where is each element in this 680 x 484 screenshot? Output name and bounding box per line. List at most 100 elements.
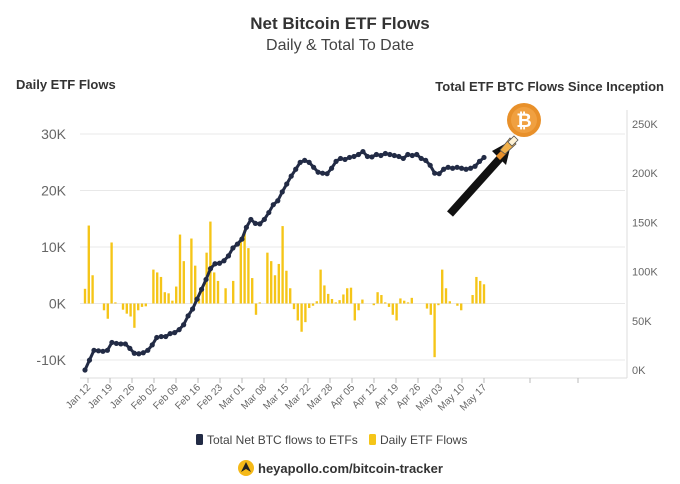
total-flow-point: [104, 347, 111, 353]
svg-text:₿: ₿: [516, 110, 531, 132]
total-flow-point: [131, 350, 137, 356]
total-flow-point: [423, 157, 429, 164]
y-right-tick-label: 250K: [632, 119, 658, 131]
daily-flow-bar: [254, 303, 258, 315]
total-flow-point: [95, 348, 102, 354]
total-flow-point: [230, 245, 236, 251]
daily-flow-bar: [114, 302, 117, 304]
total-flow-point: [172, 330, 178, 336]
daily-flow-bar: [342, 294, 345, 304]
daily-flow-bar: [433, 303, 436, 358]
daily-flow-bar: [213, 272, 216, 304]
footer-link[interactable]: heyapollo.com/bitcoin-tracker: [258, 461, 443, 476]
total-flow-point: [203, 276, 209, 283]
daily-flow-bar: [410, 297, 413, 304]
total-flow-point: [297, 159, 303, 165]
chart-subtitle: Daily & Total To Date: [266, 37, 414, 54]
total-flow-point: [311, 164, 317, 170]
total-flow-point: [342, 156, 348, 163]
daily-flow-bar: [167, 293, 170, 304]
total-flow-point: [86, 357, 93, 363]
daily-flow-bar: [175, 286, 178, 304]
daily-flow-bar: [247, 248, 250, 304]
total-flow-point: [364, 153, 371, 160]
daily-flow-bar: [281, 226, 284, 304]
total-flow-point: [432, 170, 438, 176]
total-flow-point: [360, 148, 366, 155]
daily-flow-bar: [270, 261, 273, 304]
total-flow-point: [221, 258, 227, 264]
daily-flow-bar: [137, 303, 140, 311]
daily-flow-bar: [425, 303, 429, 309]
daily-flow-bar: [163, 292, 166, 304]
daily-flow-bar: [330, 298, 334, 304]
total-flow-point: [409, 152, 415, 159]
y-right-ticks: 250K 200K 150K 100K 50K 0K: [632, 119, 658, 377]
daily-flow-bar: [460, 303, 463, 311]
daily-flow-bar: [399, 298, 402, 304]
total-flow-point: [293, 166, 299, 172]
daily-flow-bar: [296, 303, 299, 321]
total-flow-point: [427, 162, 433, 168]
y-left-tick-label: -10K: [36, 352, 66, 368]
total-flow-line: [82, 148, 487, 373]
daily-flow-bar: [209, 221, 212, 304]
x-tick-label: Mar 28: [305, 382, 335, 412]
daily-flow-bar: [376, 292, 379, 304]
daily-flow-bar: [106, 303, 109, 319]
legend-bar-swatch: [369, 434, 376, 445]
daily-flow-bar: [243, 230, 246, 304]
chart-title: Net Bitcoin ETF Flows: [250, 14, 429, 33]
daily-flow-bar: [361, 299, 364, 304]
total-flow-point: [369, 154, 375, 160]
total-flow-point: [328, 165, 335, 171]
daily-flow-bar: [448, 301, 451, 304]
total-flow-point: [239, 236, 245, 242]
total-flow-point: [333, 158, 339, 164]
daily-flow-bar: [437, 303, 440, 306]
total-flow-point: [337, 155, 344, 162]
daily-flow-bar: [471, 295, 474, 304]
y-left-tick-label: 30K: [41, 126, 67, 142]
total-flow-point: [109, 339, 115, 346]
total-flow-point: [467, 165, 474, 171]
daily-flow-bar: [159, 276, 163, 304]
daily-flow-bar: [338, 300, 341, 304]
y-left-tick-label: 10K: [41, 239, 67, 255]
daily-flow-bar: [190, 238, 193, 304]
daily-flow-bar: [224, 288, 227, 304]
total-flow-point: [257, 221, 263, 227]
daily-flow-bar: [372, 303, 375, 306]
daily-flow-bar: [380, 295, 383, 304]
daily-flow-bar: [304, 303, 307, 323]
total-flow-point: [163, 333, 169, 340]
y-left-tick-label: 20K: [41, 183, 67, 199]
daily-flow-bar: [315, 301, 318, 304]
total-flow-point: [387, 151, 393, 158]
daily-flow-bar: [216, 280, 220, 304]
total-flow-point: [351, 153, 357, 160]
daily-flow-bar: [197, 298, 201, 304]
y-left-axis-title: Daily ETF Flows: [16, 77, 116, 92]
total-flow-point: [176, 327, 182, 333]
daily-flow-bar: [300, 303, 303, 332]
daily-flow-bar: [277, 263, 280, 304]
total-flow-point: [414, 151, 420, 158]
daily-flow-bar: [273, 275, 277, 304]
total-flow-point: [324, 171, 330, 177]
total-flow-point: [248, 216, 254, 223]
daily-flow-bar: [292, 303, 296, 310]
total-flow-point: [91, 347, 97, 353]
y-right-tick-label: 200K: [632, 168, 658, 180]
daily-flow-bar: [140, 303, 144, 307]
total-flow-point: [391, 152, 397, 159]
daily-flow-bar: [289, 288, 292, 304]
total-flow-point: [190, 306, 196, 312]
bitcoin-coin-icon: ₿: [496, 103, 541, 160]
total-flow-point: [355, 151, 362, 158]
daily-flow-bar: [125, 303, 128, 314]
daily-flow-bar: [475, 276, 478, 304]
daily-flow-bar: [232, 280, 235, 304]
